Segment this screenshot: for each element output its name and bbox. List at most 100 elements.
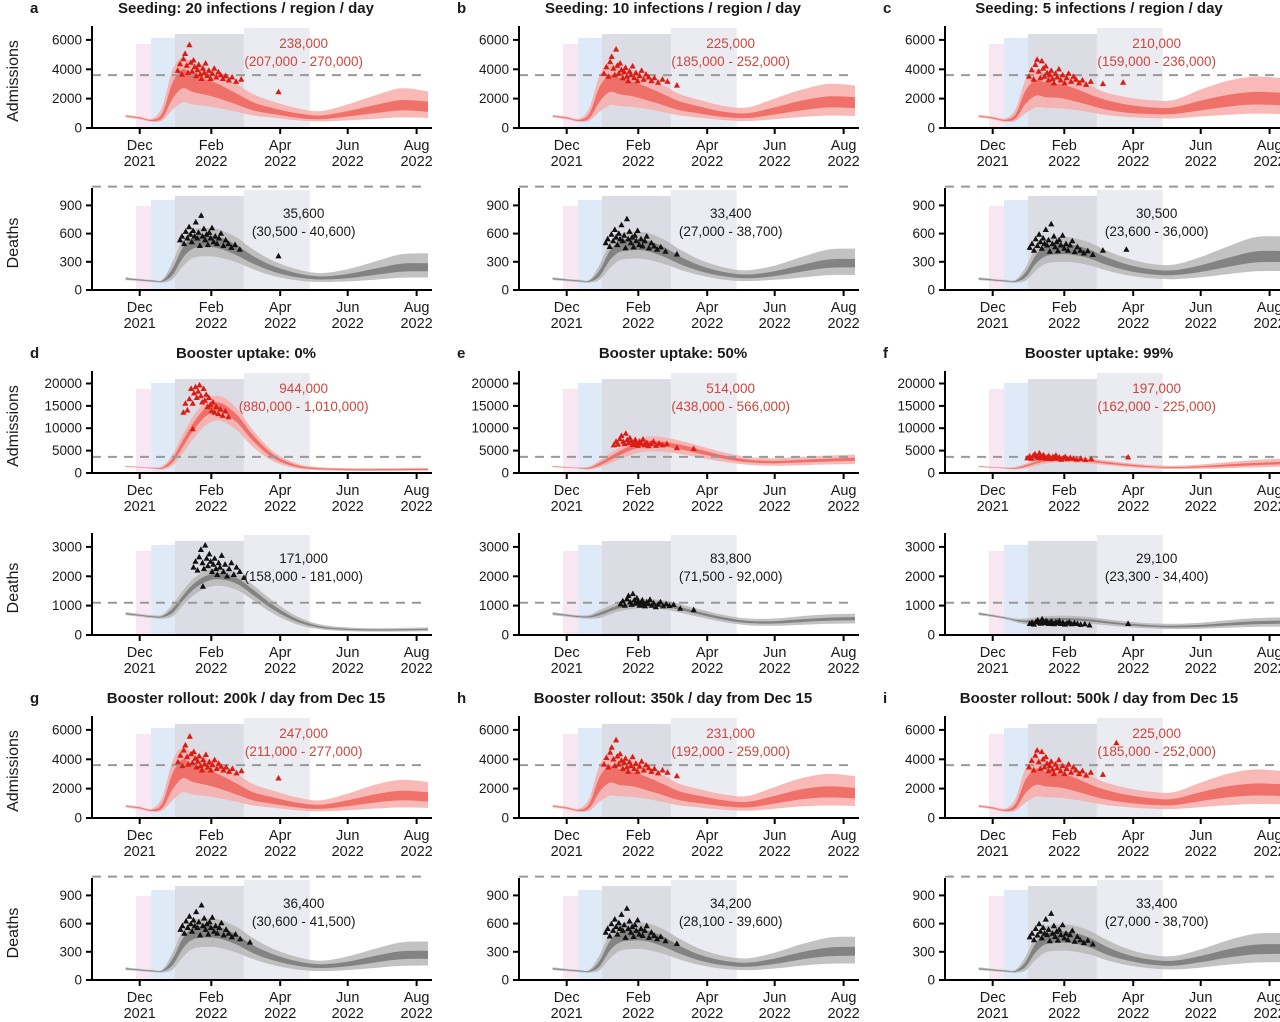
triangle-marker [184,753,191,760]
triangle-marker [625,592,632,599]
triangle-marker [177,926,184,932]
triangle-marker [203,391,210,397]
triangle-marker [1089,940,1096,947]
triangle-marker [656,440,663,446]
epoch-band-1 [989,734,1005,817]
x-tick-month: Dec [980,300,1006,316]
x-tick-month: Apr [269,990,292,1006]
triangle-marker [631,765,638,771]
x-tick-year: 2022 [332,316,364,332]
triangle-marker [625,77,632,84]
x-tick-month: Aug [831,300,857,316]
triangle-marker [634,77,641,84]
triangle-marker [648,929,655,935]
epoch-band-1 [989,896,1005,979]
y-tick-label: 300 [59,254,82,269]
x-tick-year: 2022 [195,1006,227,1022]
triangle-marker [1077,455,1084,461]
triangle-marker [1076,770,1083,777]
triangle-marker [217,71,224,78]
admissions-ribbon-inner [978,768,1280,812]
triangle-marker [662,937,669,944]
x-tick-month: Apr [269,483,292,499]
triangle-marker [1054,73,1061,80]
x-tick-year: 2022 [1048,154,1080,170]
triangle-marker [213,240,221,247]
triangle-marker [195,61,202,67]
epoch-band-1 [989,206,1005,289]
triangle-marker [603,63,610,70]
triangle-marker [636,241,643,248]
triangle-marker [621,602,628,608]
triangle-marker [204,403,211,409]
triangle-marker [1045,236,1052,243]
epoch-band-1 [136,389,152,472]
triangle-marker [622,244,629,251]
x-tick-month: Aug [1257,990,1280,1006]
triangle-marker [198,901,205,908]
x-tick-year: 2022 [1185,661,1217,677]
x-tick-month: Jun [763,828,786,844]
y-tick-label: 600 [486,226,509,241]
triangle-marker [200,565,207,572]
triangle-marker [220,568,227,574]
epoch-band-1 [563,734,579,817]
triangle-marker [1087,78,1094,84]
triangle-marker [670,601,677,607]
triangle-marker [638,440,645,446]
epoch-band-2 [578,200,602,289]
x-tick-month: Aug [831,990,857,1006]
triangle-marker [1045,926,1052,932]
triangle-marker [212,565,220,572]
y-tick-label: 1000 [52,598,82,613]
admissions-chart-g: 0200040006000Dec2021Feb2022Apr2022Jun202… [52,716,433,860]
triangle-marker [630,933,637,939]
triangle-marker [664,78,671,84]
triangle-marker [1077,247,1084,253]
y-tick-label: 600 [912,916,935,931]
x-tick-year: 2022 [1117,316,1149,332]
triangle-marker [690,445,697,451]
x-tick-month: Apr [696,828,719,844]
x-tick-month: Feb [199,138,224,154]
triangle-marker [1041,763,1048,770]
triangle-marker [627,929,634,935]
y-tick-label: 10000 [897,421,935,436]
triangle-marker [1099,80,1106,87]
x-tick-month: Dec [980,990,1006,1006]
admissions-annotation-value: 231,000 [706,726,755,741]
y-tick-label: 0 [501,283,509,298]
x-tick-month: Dec [127,645,153,661]
triangle-marker [174,758,182,765]
triangle-marker [184,406,191,413]
triangle-marker [621,759,628,766]
triangle-marker [1074,243,1081,250]
admissions-ribbon-inner [125,69,428,121]
triangle-marker [181,930,188,936]
x-tick-month: Feb [626,645,651,661]
triangle-marker [213,765,220,771]
triangle-marker [206,229,213,235]
y-tick-label: 6000 [479,32,509,47]
panel-group-b: b Seeding: 10 infections / region / day 0 2… [427,0,860,336]
triangle-marker [1077,936,1084,943]
triangle-marker [225,240,232,247]
y-tick-label: 900 [59,198,82,213]
y-tick-label: 4000 [479,62,509,77]
x-tick-month: Apr [269,828,292,844]
triangle-marker [222,561,229,567]
x-tick-month: Feb [1052,483,1077,499]
triangle-marker [195,229,202,235]
triangle-marker [611,916,618,922]
y-tick-label: 0 [927,283,935,298]
triangle-marker [657,243,664,250]
triangle-marker [186,733,193,739]
triangle-marker [214,930,221,936]
triangle-marker [219,412,226,418]
x-tick-month: Feb [1052,645,1077,661]
triangle-marker [217,406,224,412]
x-tick-month: Aug [1257,483,1280,499]
triangle-marker [197,392,204,399]
admissions-annotation-range: (192,000 - 259,000) [671,744,790,759]
triangle-marker [1125,620,1132,626]
